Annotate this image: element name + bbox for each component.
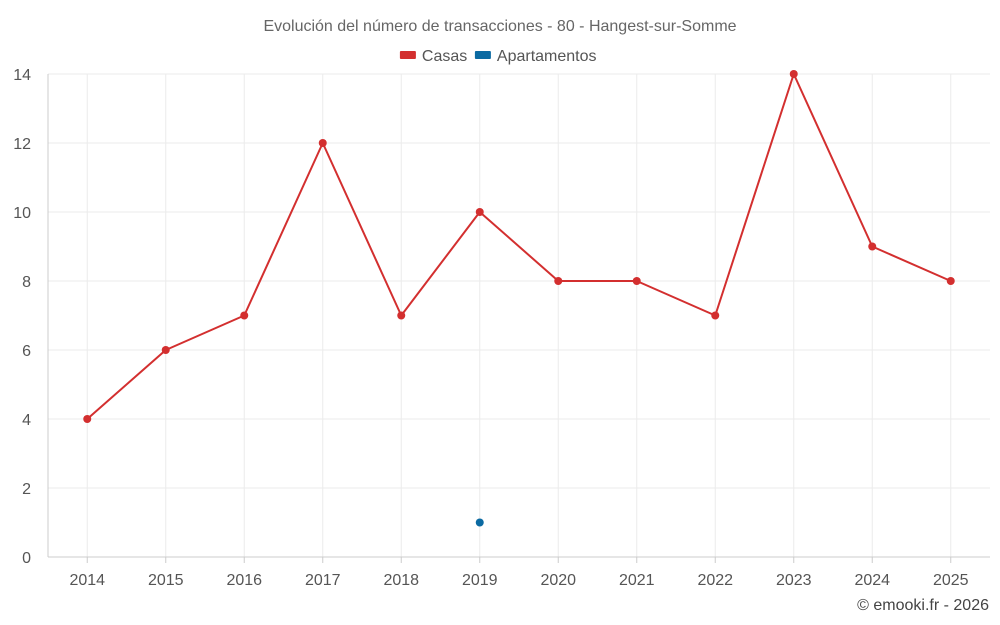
legend-item-casas[interactable]: Casas [399, 48, 467, 65]
legend-swatch [474, 51, 491, 59]
x-tick-label: 2023 [776, 572, 812, 589]
grid-lines [48, 73, 990, 557]
series-layer [83, 70, 955, 527]
x-tick-label: 2015 [148, 572, 184, 589]
legend-label: Apartamentos [497, 48, 597, 65]
legend-item-apartamentos[interactable]: Apartamentos [474, 48, 597, 65]
chart-title: Evolución del número de transacciones - … [263, 18, 736, 35]
y-tick-label: 0 [22, 550, 31, 567]
data-point [83, 415, 92, 423]
data-point [868, 242, 877, 251]
y-tick-label: 12 [13, 136, 31, 153]
x-tick-label: 2025 [933, 572, 969, 589]
x-tick-label: 2024 [854, 572, 890, 589]
x-tick-label: 2018 [383, 572, 419, 589]
y-tick-label: 8 [22, 274, 31, 291]
data-point [397, 311, 406, 320]
y-tick-label: 6 [22, 343, 31, 360]
axes: 0 2 4 6 8 10 12 14 2014 2015 2016 2017 2018 2019 2020 2… [13, 67, 990, 589]
data-point [475, 518, 484, 527]
x-tick-label: 2014 [69, 572, 105, 589]
data-point [318, 139, 327, 147]
x-tick-label: 2021 [619, 572, 655, 589]
y-tick-label: 14 [13, 67, 31, 84]
series-apartamentos [475, 518, 484, 527]
data-point [475, 208, 484, 216]
x-tick-label: 2022 [697, 572, 733, 589]
data-point [554, 277, 563, 285]
credit-text: © emooki.fr - 2026 [857, 597, 989, 614]
series-casas [83, 70, 955, 423]
legend: Casas Apartamentos [399, 48, 597, 65]
x-tick-label: 2016 [226, 572, 262, 589]
data-point [711, 311, 720, 320]
series-line [86, 73, 952, 420]
data-point [240, 311, 249, 320]
y-tick-label: 10 [13, 205, 31, 222]
data-point [161, 346, 170, 354]
y-tick-label: 2 [22, 481, 31, 498]
x-tick-label: 2019 [462, 572, 498, 589]
legend-label: Casas [422, 48, 467, 65]
data-point [632, 277, 641, 285]
y-tick-label: 4 [22, 412, 31, 429]
data-point [789, 70, 798, 78]
x-tick-label: 2020 [540, 572, 576, 589]
legend-swatch [399, 51, 416, 59]
x-tick-label: 2017 [305, 572, 341, 589]
data-point [946, 277, 955, 285]
